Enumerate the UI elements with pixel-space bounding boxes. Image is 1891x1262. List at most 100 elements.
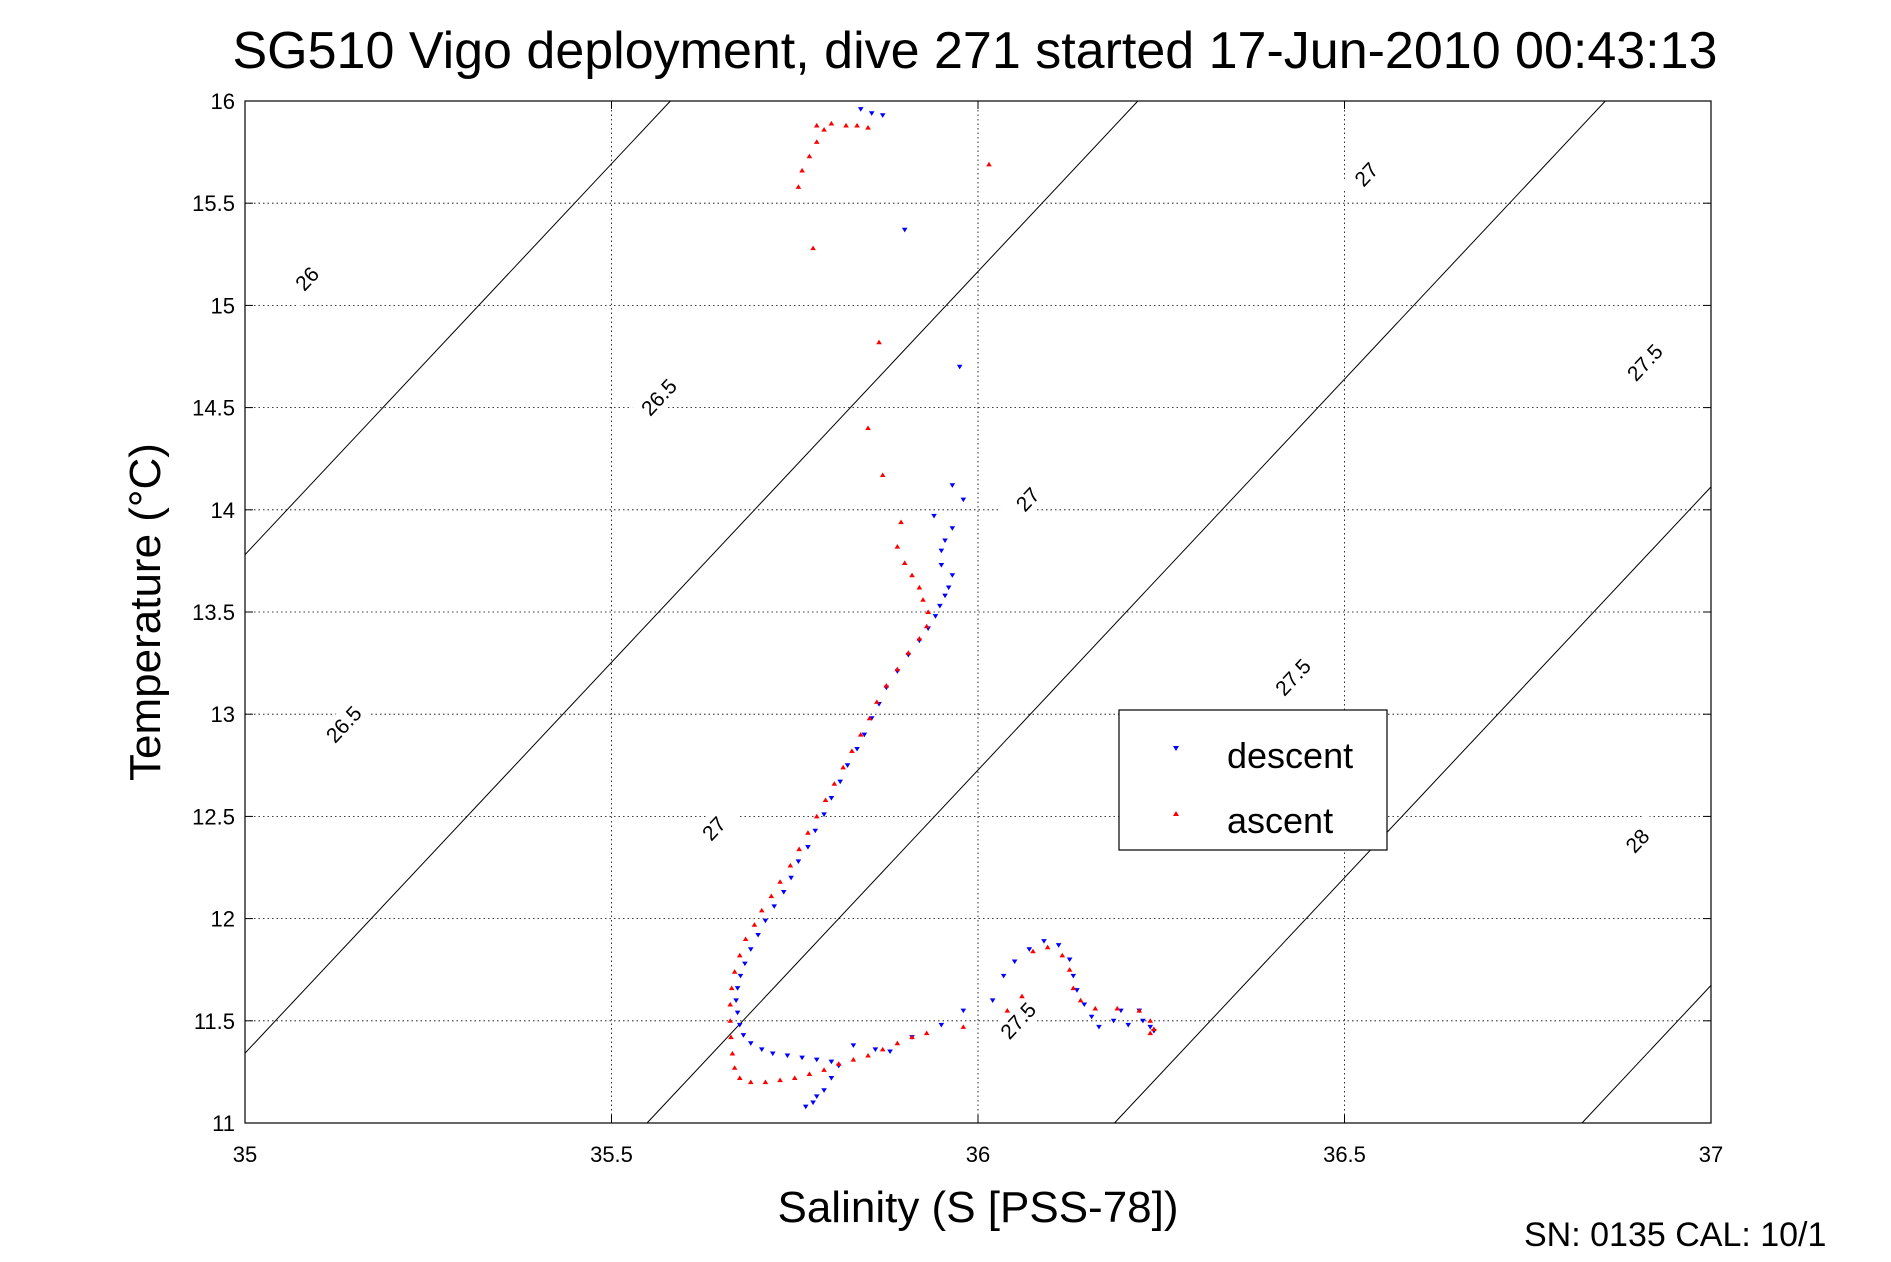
ascent-point: [835, 1061, 842, 1066]
descent-point: [1066, 957, 1073, 963]
descent-point: [857, 107, 864, 112]
descent-point: [1088, 1014, 1095, 1020]
ascent-point: [796, 846, 802, 852]
grid-lines: [245, 101, 1711, 1123]
ascent-point: [916, 584, 923, 590]
ascent-point: [894, 543, 901, 549]
ascent-point: [806, 153, 813, 159]
isopycnal-label-background: [686, 800, 742, 857]
ascent-point: [821, 127, 827, 132]
ascent-point: [925, 609, 931, 614]
ascent-point: [1070, 985, 1077, 991]
y-tick-label: 12.5: [192, 804, 235, 829]
ascent-point: [787, 862, 794, 868]
ascent-point: [894, 666, 901, 672]
x-tick-label: 36: [966, 1142, 990, 1167]
ascent-point: [777, 1077, 783, 1083]
ascent-point: [879, 472, 886, 478]
ascent-point: [736, 1075, 743, 1081]
descent-point: [960, 497, 967, 503]
isopycnal-label-background: [280, 250, 335, 307]
legend-descent-marker: [1173, 746, 1179, 751]
ascent-point: [747, 1079, 754, 1085]
isopycnal-line: [1114, 486, 1712, 1124]
descent-point: [799, 1055, 805, 1061]
ascent-point: [883, 682, 890, 688]
descent-point: [755, 932, 761, 938]
descent-point: [938, 562, 945, 568]
descent-point: [901, 227, 908, 233]
isopycnal-line: [244, 100, 671, 556]
isopycnal-label-background: [1000, 471, 1056, 528]
ascent-point: [920, 597, 926, 602]
descent-point: [747, 947, 754, 952]
ascent-point: [728, 985, 735, 991]
descent-point: [784, 1053, 791, 1059]
ascent-point: [813, 122, 820, 128]
x-tick-label: 35: [233, 1142, 257, 1167]
descent-point: [780, 890, 787, 895]
ascent-point: [728, 1034, 734, 1040]
ascent-point: [909, 1034, 915, 1040]
descent-point: [1070, 973, 1077, 979]
isopycnal-line: [646, 100, 1606, 1124]
ascent-point: [857, 732, 864, 737]
isopycnal-label-background: [631, 369, 687, 426]
isopycnal-label-background: [1610, 813, 1665, 869]
descent-point: [956, 364, 963, 370]
descent-point: [805, 845, 811, 850]
ascent-point: [799, 167, 805, 173]
legend-ascent-label: ascent: [1227, 800, 1333, 841]
x-tick-label: 35.5: [590, 1142, 633, 1167]
descent-point: [742, 961, 748, 967]
descent-point: [1011, 959, 1018, 965]
ascent-point: [731, 1065, 738, 1070]
ascent-point: [874, 699, 880, 704]
ascent-point: [986, 161, 992, 167]
descent-point: [733, 998, 739, 1003]
descent-point: [813, 1057, 820, 1063]
isopycnal-label-background: [991, 992, 1046, 1049]
ascent-point: [865, 425, 871, 431]
descent-point: [1140, 1018, 1146, 1024]
descent-point: [938, 548, 945, 554]
ascent-point: [742, 936, 749, 942]
descent-point: [960, 1008, 967, 1014]
ascent-point: [894, 1040, 901, 1046]
descent-point: [795, 859, 802, 864]
data-points: [727, 107, 1157, 1110]
descent-point: [942, 538, 948, 544]
ascent-point: [805, 830, 811, 835]
isopycnal-line: [1581, 985, 1712, 1124]
y-tick-label: 15: [211, 293, 235, 318]
isopycnal-label-background: [1617, 334, 1673, 391]
descent-point: [1026, 947, 1033, 952]
ascent-point: [831, 781, 838, 786]
descent-point: [810, 1100, 816, 1106]
descent-point: [737, 973, 744, 979]
ascent-point: [960, 1024, 967, 1029]
ascent-point: [1077, 997, 1084, 1003]
descent-point: [812, 828, 819, 834]
y-tick-label: 11: [212, 1111, 235, 1136]
y-tick-label: 13: [211, 702, 235, 727]
descent-point: [887, 1049, 893, 1055]
isopycnal-label-background: [316, 696, 372, 753]
ascent-point: [866, 715, 873, 721]
ascent-point: [854, 122, 860, 128]
ascent-point: [1114, 1005, 1121, 1011]
y-tick-label: 14.5: [192, 396, 235, 421]
descent-point: [821, 1088, 827, 1093]
ascent-point: [849, 748, 855, 753]
x-tick-label: 37: [1699, 1142, 1723, 1167]
descent-point: [769, 1051, 776, 1057]
ascent-point: [1151, 1026, 1157, 1031]
ascent-point: [923, 1030, 930, 1036]
chart-title: SG510 Vigo deployment, dive 271 started …: [233, 22, 1718, 80]
descent-point: [1125, 1022, 1132, 1028]
ascent-point: [727, 1018, 734, 1023]
descent-point: [879, 113, 886, 118]
descent-point: [861, 732, 868, 738]
legend-box: [1118, 709, 1388, 851]
ascent-point: [1030, 948, 1036, 954]
